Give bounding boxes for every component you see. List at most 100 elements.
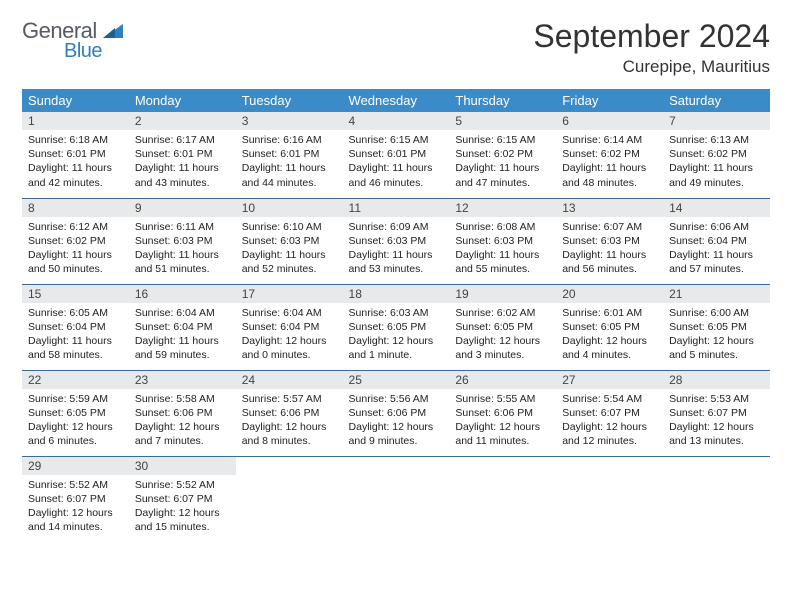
daylight-text: and 55 minutes. <box>455 262 550 276</box>
calendar-cell <box>343 456 450 542</box>
day-number: 11 <box>343 199 450 217</box>
daylight-text: and 53 minutes. <box>349 262 444 276</box>
daylight-text: and 47 minutes. <box>455 176 550 190</box>
calendar-cell <box>449 456 556 542</box>
day-body: Sunrise: 6:02 AMSunset: 6:05 PMDaylight:… <box>449 303 556 369</box>
day-number: 20 <box>556 285 663 303</box>
day-body: Sunrise: 6:08 AMSunset: 6:03 PMDaylight:… <box>449 217 556 283</box>
day-number: 4 <box>343 112 450 130</box>
calendar-cell: 14Sunrise: 6:06 AMSunset: 6:04 PMDayligh… <box>663 198 770 284</box>
calendar-cell: 21Sunrise: 6:00 AMSunset: 6:05 PMDayligh… <box>663 284 770 370</box>
day-number: 25 <box>343 371 450 389</box>
daylight-text: Daylight: 11 hours <box>242 248 337 262</box>
calendar-cell: 18Sunrise: 6:03 AMSunset: 6:05 PMDayligh… <box>343 284 450 370</box>
sunset-text: Sunset: 6:05 PM <box>349 320 444 334</box>
sunrise-text: Sunrise: 6:17 AM <box>135 133 230 147</box>
sunrise-text: Sunrise: 5:57 AM <box>242 392 337 406</box>
day-number: 10 <box>236 199 343 217</box>
day-body: Sunrise: 6:15 AMSunset: 6:02 PMDaylight:… <box>449 130 556 196</box>
sunset-text: Sunset: 6:06 PM <box>242 406 337 420</box>
sunrise-text: Sunrise: 5:52 AM <box>135 478 230 492</box>
title-block: September 2024 Curepipe, Mauritius <box>533 18 770 77</box>
calendar-row: 8Sunrise: 6:12 AMSunset: 6:02 PMDaylight… <box>22 198 770 284</box>
sunrise-text: Sunrise: 5:56 AM <box>349 392 444 406</box>
day-number: 18 <box>343 285 450 303</box>
daylight-text: Daylight: 12 hours <box>455 334 550 348</box>
day-number: 24 <box>236 371 343 389</box>
daylight-text: Daylight: 12 hours <box>135 420 230 434</box>
sunset-text: Sunset: 6:03 PM <box>349 234 444 248</box>
calendar-cell: 25Sunrise: 5:56 AMSunset: 6:06 PMDayligh… <box>343 370 450 456</box>
calendar-cell: 11Sunrise: 6:09 AMSunset: 6:03 PMDayligh… <box>343 198 450 284</box>
sunrise-text: Sunrise: 6:04 AM <box>135 306 230 320</box>
sunset-text: Sunset: 6:05 PM <box>455 320 550 334</box>
day-body: Sunrise: 5:52 AMSunset: 6:07 PMDaylight:… <box>22 475 129 541</box>
sunrise-text: Sunrise: 6:15 AM <box>455 133 550 147</box>
day-body: Sunrise: 6:01 AMSunset: 6:05 PMDaylight:… <box>556 303 663 369</box>
daylight-text: and 57 minutes. <box>669 262 764 276</box>
daylight-text: Daylight: 11 hours <box>349 248 444 262</box>
day-number: 8 <box>22 199 129 217</box>
daylight-text: and 14 minutes. <box>28 520 123 534</box>
day-body: Sunrise: 6:15 AMSunset: 6:01 PMDaylight:… <box>343 130 450 196</box>
sunrise-text: Sunrise: 6:01 AM <box>562 306 657 320</box>
weekday-header: Tuesday <box>236 89 343 112</box>
day-body: Sunrise: 5:57 AMSunset: 6:06 PMDaylight:… <box>236 389 343 455</box>
daylight-text: Daylight: 12 hours <box>135 506 230 520</box>
weekday-header: Saturday <box>663 89 770 112</box>
calendar-cell <box>556 456 663 542</box>
sunset-text: Sunset: 6:06 PM <box>455 406 550 420</box>
day-number: 17 <box>236 285 343 303</box>
day-body: Sunrise: 6:10 AMSunset: 6:03 PMDaylight:… <box>236 217 343 283</box>
sunset-text: Sunset: 6:05 PM <box>669 320 764 334</box>
sunrise-text: Sunrise: 6:18 AM <box>28 133 123 147</box>
daylight-text: and 12 minutes. <box>562 434 657 448</box>
sunrise-text: Sunrise: 5:58 AM <box>135 392 230 406</box>
weekday-header: Sunday <box>22 89 129 112</box>
sunset-text: Sunset: 6:03 PM <box>562 234 657 248</box>
sunset-text: Sunset: 6:07 PM <box>135 492 230 506</box>
daylight-text: and 1 minute. <box>349 348 444 362</box>
calendar-row: 22Sunrise: 5:59 AMSunset: 6:05 PMDayligh… <box>22 370 770 456</box>
calendar-cell: 26Sunrise: 5:55 AMSunset: 6:06 PMDayligh… <box>449 370 556 456</box>
calendar-cell: 28Sunrise: 5:53 AMSunset: 6:07 PMDayligh… <box>663 370 770 456</box>
calendar-cell: 22Sunrise: 5:59 AMSunset: 6:05 PMDayligh… <box>22 370 129 456</box>
daylight-text: and 5 minutes. <box>669 348 764 362</box>
sunrise-text: Sunrise: 5:52 AM <box>28 478 123 492</box>
logo-text-blue: Blue <box>64 40 123 63</box>
daylight-text: Daylight: 11 hours <box>135 161 230 175</box>
daylight-text: and 50 minutes. <box>28 262 123 276</box>
daylight-text: Daylight: 11 hours <box>349 161 444 175</box>
calendar-cell: 16Sunrise: 6:04 AMSunset: 6:04 PMDayligh… <box>129 284 236 370</box>
day-number: 16 <box>129 285 236 303</box>
day-body: Sunrise: 6:04 AMSunset: 6:04 PMDaylight:… <box>129 303 236 369</box>
calendar-row: 15Sunrise: 6:05 AMSunset: 6:04 PMDayligh… <box>22 284 770 370</box>
day-body: Sunrise: 6:03 AMSunset: 6:05 PMDaylight:… <box>343 303 450 369</box>
day-body: Sunrise: 6:06 AMSunset: 6:04 PMDaylight:… <box>663 217 770 283</box>
day-number: 13 <box>556 199 663 217</box>
sunset-text: Sunset: 6:01 PM <box>28 147 123 161</box>
daylight-text: Daylight: 11 hours <box>28 334 123 348</box>
daylight-text: and 49 minutes. <box>669 176 764 190</box>
daylight-text: and 9 minutes. <box>349 434 444 448</box>
sunset-text: Sunset: 6:03 PM <box>242 234 337 248</box>
sunrise-text: Sunrise: 6:12 AM <box>28 220 123 234</box>
sunset-text: Sunset: 6:03 PM <box>135 234 230 248</box>
daylight-text: Daylight: 11 hours <box>135 334 230 348</box>
day-number: 27 <box>556 371 663 389</box>
daylight-text: Daylight: 12 hours <box>349 334 444 348</box>
day-number: 12 <box>449 199 556 217</box>
day-number: 9 <box>129 199 236 217</box>
calendar-cell: 6Sunrise: 6:14 AMSunset: 6:02 PMDaylight… <box>556 112 663 198</box>
daylight-text: and 43 minutes. <box>135 176 230 190</box>
day-number: 15 <box>22 285 129 303</box>
calendar-cell: 30Sunrise: 5:52 AMSunset: 6:07 PMDayligh… <box>129 456 236 542</box>
daylight-text: Daylight: 11 hours <box>28 248 123 262</box>
day-number: 7 <box>663 112 770 130</box>
sunset-text: Sunset: 6:07 PM <box>669 406 764 420</box>
sunrise-text: Sunrise: 5:53 AM <box>669 392 764 406</box>
sunrise-text: Sunrise: 6:10 AM <box>242 220 337 234</box>
daylight-text: Daylight: 12 hours <box>242 420 337 434</box>
daylight-text: Daylight: 11 hours <box>242 161 337 175</box>
day-number: 2 <box>129 112 236 130</box>
